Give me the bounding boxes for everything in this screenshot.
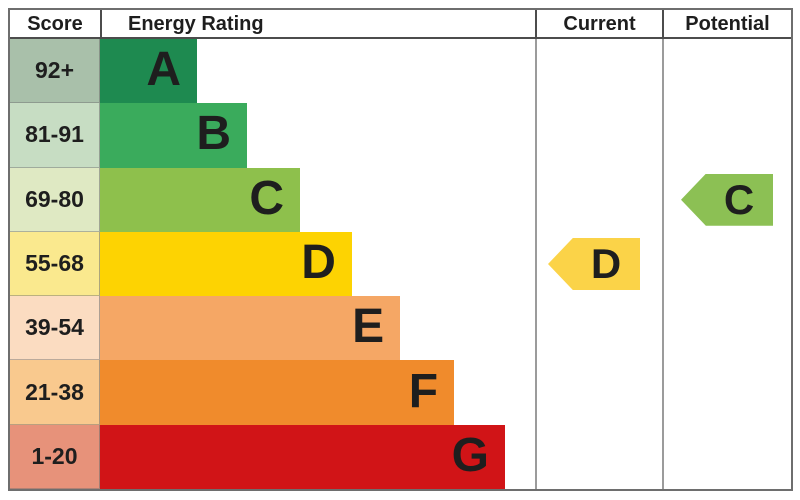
score-range-label: 1-20 xyxy=(10,424,100,489)
rating-rows: 92+ A 81-91 B 69-80 C 55-68 D xyxy=(10,39,791,489)
rating-letter: F xyxy=(408,364,439,418)
epc-table: Score Energy Rating Current Potential 92… xyxy=(8,8,793,491)
rating-letter: G xyxy=(451,428,489,482)
energy-rating-column-header: Energy Rating xyxy=(100,10,535,37)
bar-area: F xyxy=(100,360,535,425)
rating-letter: C xyxy=(249,171,285,225)
bar-area: B xyxy=(100,103,535,168)
score-range-label: 81-91 xyxy=(10,103,100,168)
bar-area: A xyxy=(100,39,535,104)
rating-row-e: 39-54 E xyxy=(10,296,791,361)
bar-area: E xyxy=(100,296,535,361)
rating-row-c: 69-80 C xyxy=(10,167,791,232)
rating-bar-g: G xyxy=(100,424,505,489)
bar-area: D xyxy=(100,231,535,297)
potential-column-header: Potential xyxy=(662,10,791,37)
score-range-label: 39-54 xyxy=(10,296,100,361)
rating-row-a: 92+ A xyxy=(10,39,791,104)
rating-row-b: 81-91 B xyxy=(10,103,791,168)
rating-bar-d: D xyxy=(100,231,352,297)
score-range-label: 92+ xyxy=(10,39,100,104)
rating-bar-b: B xyxy=(100,103,248,168)
current-column-divider xyxy=(535,10,537,489)
potential-column-divider xyxy=(662,10,664,489)
current-column-header: Current xyxy=(535,10,662,37)
rating-bar-e: E xyxy=(100,296,401,361)
score-column-header: Score xyxy=(27,12,83,35)
rating-letter: D xyxy=(301,235,336,289)
score-range-label: 21-38 xyxy=(10,360,100,425)
score-range-label: 55-68 xyxy=(10,231,100,297)
rating-bar-a: A xyxy=(100,39,197,104)
rating-letter: E xyxy=(352,300,385,354)
rating-row-f: 21-38 F xyxy=(10,360,791,425)
bar-area: G xyxy=(100,424,535,489)
rating-bar-f: F xyxy=(100,360,455,425)
current-rating-letter: D xyxy=(590,240,622,287)
table-header: Score Energy Rating Current Potential xyxy=(10,10,791,39)
score-range-label: 69-80 xyxy=(10,167,100,232)
rating-row-d: 55-68 D xyxy=(10,231,791,297)
rating-letter: A xyxy=(146,43,181,97)
potential-rating-arrow: C xyxy=(681,173,773,226)
rating-letter: B xyxy=(196,107,232,161)
bar-area: C xyxy=(100,167,535,232)
rating-row-g: 1-20 G xyxy=(10,424,791,489)
potential-rating-letter: C xyxy=(723,175,755,223)
rating-bar-c: C xyxy=(100,167,301,232)
